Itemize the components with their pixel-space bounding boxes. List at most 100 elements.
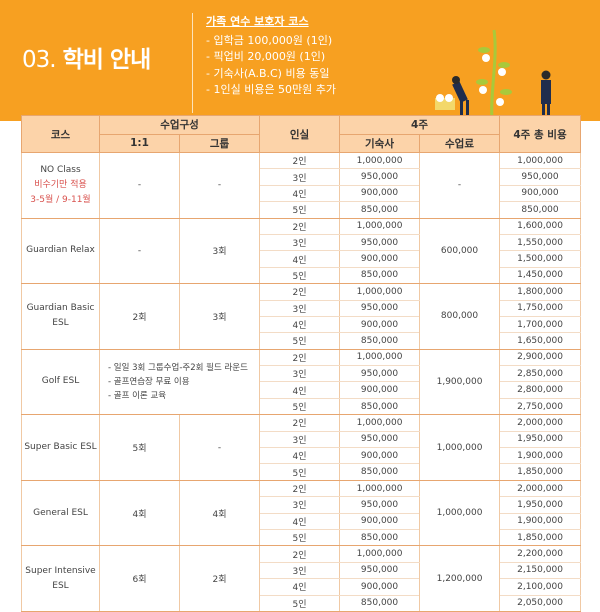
table-row: 4인 900,000 1,900,000 [22,513,582,530]
room-cell: 2인 [259,218,341,235]
room-cell: 3인 [259,300,341,317]
section-title: 학비 안내 [62,47,152,73]
businessmen-tree-illustration [435,29,551,121]
room-cell: 4인 [259,316,341,334]
total-cost-cell: 1,650,000 [499,332,582,350]
dorm-price-cell: 900,000 [339,513,421,530]
room-cell: 5인 [259,332,341,350]
dorm-price-cell: 900,000 [339,381,421,399]
table-row: 3인 950,000 2,850,000 [22,365,582,383]
header-room: 인실 [259,115,341,153]
table-row: NO Class 비수기만 적용 3-5월 / 9-11월 - -2인 1,000,000… [21,152,582,219]
info-item: - 1인실 비용은 50만원 추가 [206,83,337,96]
table-row: General ESL 4회 4회 2인 1,000,000 1,000,000 2,000… [21,480,582,547]
dorm-price-cell: 900,000 [339,250,421,268]
header-composition: 수업구성 [98,115,261,135]
header-four-weeks: 4주 [339,115,501,135]
header-one-on-one: 1:1 [99,133,180,153]
table-row: 5인 850,000 850,000 [22,201,582,219]
room-cell: 2인 [259,480,341,498]
room-cell: 5인 [259,201,341,219]
total-cost-cell: 1,500,000 [499,250,582,268]
room-cell: 5인 [259,595,341,612]
total-cost-cell: 2,900,000 [499,349,582,367]
table-row: 3인 950,000 1,950,000 [22,496,582,514]
total-cost-cell: 1,750,000 [499,300,582,317]
group-cell: 4회 [178,480,261,547]
room-cell: 2인 [259,414,341,432]
room-cell: 3인 [259,234,341,252]
tuition-cell: 800,000 [419,283,501,350]
table-row: Guardian Relax -3회 2인 1,000,000 600,000 1,600… [21,218,582,285]
table-row: 5인 850,000 1,850,000 [22,529,582,547]
total-cost-cell: 1,450,000 [499,267,582,285]
room-cell: 5인 [259,463,341,481]
course-name-cell: Guardian Basic ESL [21,283,100,350]
course-name-cell: Super Basic ESL [21,414,100,481]
course-note: 3-5월 / 9-11월 [30,194,91,205]
room-cell: 4인 [259,513,341,530]
divider [192,13,193,113]
table-row: Golf ESL - 일일 3회 그룹수업-주2회 필드 라운드 - 골프연습장 무… [21,349,582,416]
dorm-price-cell: 1,000,000 [339,283,421,301]
total-cost-cell: 900,000 [499,185,582,203]
dorm-price-cell: 900,000 [339,316,421,334]
course-name: Guardian Relax [26,245,95,256]
dorm-price-cell: 1,000,000 [339,414,421,432]
room-cell: 3인 [259,562,341,580]
header-banner: 03. 학비 안내 가족 연수 보호자 코스 - 입학금 100,000원 (1… [0,0,600,121]
group-cell: - [178,152,261,219]
total-cost-cell: 2,150,000 [499,562,582,580]
page-title: 03. 학비 안내 [22,40,152,74]
tuition-cell: 1,000,000 [419,480,501,547]
room-cell: 4인 [259,381,341,399]
dorm-price-cell: 950,000 [339,234,421,252]
dorm-price-cell: 850,000 [339,463,421,481]
composition-note: - 골프 이론 교육 [108,390,167,401]
group-cell: 2회 [178,545,261,612]
course-name: Guardian Basic ESL [26,303,95,329]
table-row: 4인 900,000 900,000 [22,185,582,203]
room-cell: 4인 [259,578,341,596]
room-cell: 5인 [259,267,341,285]
dorm-price-cell: 950,000 [339,562,421,580]
tuition-cell: - [419,152,501,219]
course-name-cell: General ESL [21,480,100,547]
header-group: 그룹 [178,133,261,153]
header-total: 4주 총 비용 [499,115,582,153]
composition-notes: - 일일 3회 그룹수업-주2회 필드 라운드 - 골프연습장 무료 이용 - 골프… [98,349,261,416]
total-cost-cell: 2,750,000 [499,398,582,416]
room-cell: 3인 [259,168,341,186]
total-cost-cell: 1,850,000 [499,529,582,547]
total-cost-cell: 1,000,000 [499,152,582,170]
room-cell: 2인 [259,349,341,367]
course-name: Super Intensive ESL [25,565,96,591]
info-item: - 입학금 100,000원 (1인) [206,33,333,47]
table-row: 4인 900,000 2,800,000 [22,381,582,399]
info-item: - 기숙사(A.B.C) 비용 동일 [206,66,330,80]
room-cell: 2인 [259,152,341,170]
group-cell: 3회 [178,283,261,350]
total-cost-cell: 1,550,000 [499,234,582,252]
course-name-cell: Super Intensive ESL [21,545,100,612]
table-row: 3인 950,000 950,000 [22,168,582,186]
group-cell: - [178,414,261,481]
room-cell: 4인 [259,185,341,203]
total-cost-cell: 1,600,000 [499,218,582,235]
total-cost-cell: 1,950,000 [499,431,582,449]
tuition-cell: 1,200,000 [419,545,501,612]
table-row: 4인 900,000 1,900,000 [22,447,582,465]
room-cell: 2인 [259,283,341,301]
dorm-price-cell: 900,000 [339,447,421,465]
total-cost-cell: 1,700,000 [499,316,582,334]
dorm-price-cell: 900,000 [339,185,421,203]
room-cell: 3인 [259,431,341,449]
group-cell: 3회 [178,218,261,285]
dorm-price-cell: 1,000,000 [339,480,421,498]
table-row: 4인 900,000 2,100,000 [22,578,582,596]
info-item: - 픽업비 20,000원 (1인) [206,50,326,63]
dorm-price-cell: 950,000 [339,365,421,383]
course-name: Golf ESL [41,376,80,387]
total-cost-cell: 2,050,000 [499,595,582,612]
dorm-price-cell: 1,000,000 [339,545,421,563]
